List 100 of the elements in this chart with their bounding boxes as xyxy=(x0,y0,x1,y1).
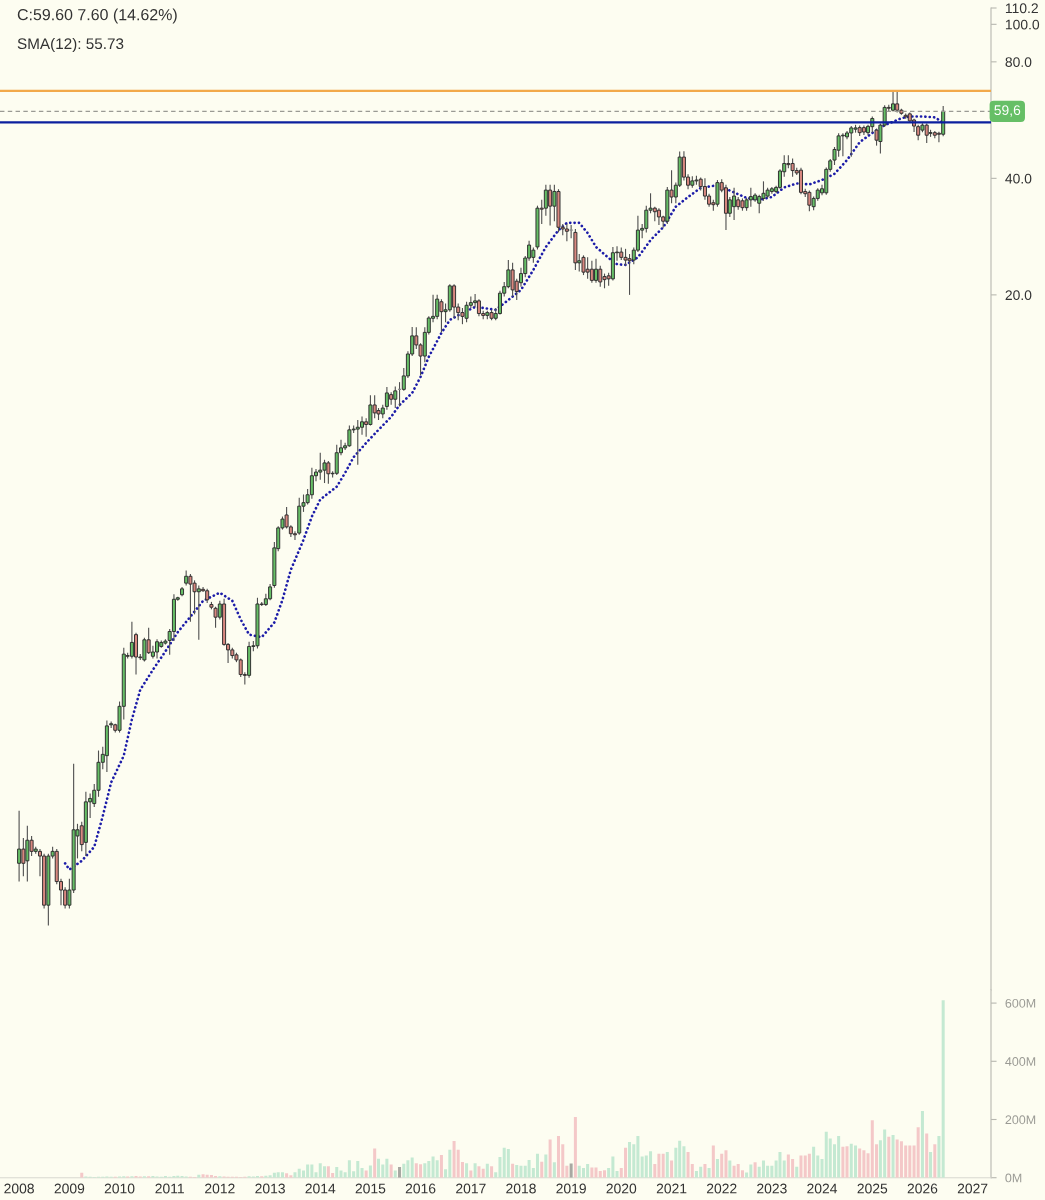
candlestick xyxy=(393,385,398,409)
bar xyxy=(306,1164,310,1178)
bar xyxy=(795,1166,799,1178)
x-tick-label: 2017 xyxy=(456,1183,486,1194)
bar xyxy=(665,1152,669,1178)
bar xyxy=(414,1163,418,1178)
bar xyxy=(929,1152,933,1178)
bar xyxy=(347,1160,351,1178)
bar xyxy=(368,1165,372,1178)
bar xyxy=(770,1165,774,1178)
bar xyxy=(515,1164,519,1178)
bar xyxy=(318,1163,322,1178)
bar xyxy=(670,1160,674,1178)
bar xyxy=(385,1158,389,1178)
bar xyxy=(519,1165,523,1178)
bar xyxy=(699,1166,703,1178)
bar xyxy=(887,1136,891,1178)
candlestick xyxy=(318,452,323,481)
x-tick-label: 2008 xyxy=(4,1183,34,1194)
bar xyxy=(452,1141,456,1178)
bar xyxy=(920,1111,924,1178)
x-tick-label: 2018 xyxy=(506,1183,536,1194)
bar xyxy=(544,1154,548,1178)
candlestick xyxy=(581,254,586,276)
bar xyxy=(678,1140,682,1178)
bar xyxy=(686,1152,690,1178)
bar xyxy=(753,1162,757,1178)
bar xyxy=(611,1156,615,1178)
bar xyxy=(335,1166,339,1178)
candlestick xyxy=(594,258,598,284)
x-tick-label: 2021 xyxy=(656,1183,687,1194)
bar xyxy=(707,1168,711,1178)
bar xyxy=(431,1156,435,1178)
bar xyxy=(569,1163,573,1178)
bar xyxy=(285,1173,289,1178)
bar xyxy=(799,1155,803,1178)
bar xyxy=(469,1170,473,1178)
bar xyxy=(577,1165,581,1178)
candlestick xyxy=(439,298,444,333)
bar xyxy=(435,1160,439,1178)
bar xyxy=(657,1153,661,1178)
bar xyxy=(661,1153,665,1178)
bar xyxy=(490,1166,494,1178)
bar xyxy=(720,1153,724,1178)
bar xyxy=(439,1155,443,1178)
candlestick xyxy=(196,584,201,641)
bar xyxy=(615,1171,619,1178)
bar xyxy=(908,1145,912,1178)
bar xyxy=(749,1164,753,1178)
x-tick-label: 2025 xyxy=(857,1183,888,1194)
candlestick xyxy=(309,467,314,500)
bar xyxy=(624,1147,628,1178)
bar xyxy=(862,1150,866,1178)
bar xyxy=(552,1162,556,1178)
bar xyxy=(540,1161,544,1178)
candlestick xyxy=(627,253,632,296)
x-tick-label: 2023 xyxy=(757,1183,787,1194)
x-tick-label: 2016 xyxy=(405,1183,436,1194)
bar xyxy=(360,1168,364,1178)
bar xyxy=(736,1164,740,1178)
bar xyxy=(419,1164,423,1178)
bar xyxy=(448,1149,452,1178)
bar xyxy=(377,1158,381,1178)
bar xyxy=(586,1164,590,1178)
bar xyxy=(841,1146,845,1178)
bar xyxy=(603,1170,607,1178)
candlestick xyxy=(29,835,34,857)
y-tick-label: 200M xyxy=(1005,1115,1036,1125)
y-tick-label: 400M xyxy=(1005,1057,1036,1066)
bar xyxy=(937,1136,941,1178)
bar xyxy=(598,1171,602,1178)
candlestick xyxy=(360,415,365,436)
candlestick xyxy=(569,224,574,239)
y-tick-label: 20.0 xyxy=(1005,290,1032,301)
bar xyxy=(339,1170,343,1178)
bar xyxy=(535,1153,539,1178)
bar xyxy=(778,1152,782,1178)
bar xyxy=(812,1146,816,1178)
bar xyxy=(465,1163,469,1178)
bar xyxy=(941,1000,945,1178)
bar xyxy=(406,1160,410,1178)
x-tick-label: 2027 xyxy=(957,1183,988,1194)
bar xyxy=(899,1141,903,1178)
bar xyxy=(732,1165,736,1178)
bar xyxy=(628,1141,632,1178)
bar xyxy=(402,1163,406,1178)
bar xyxy=(849,1143,853,1178)
bar xyxy=(473,1163,477,1178)
bar xyxy=(824,1131,828,1178)
y-tick-label: 40.0 xyxy=(1005,173,1032,184)
bar xyxy=(761,1160,765,1178)
bar xyxy=(548,1139,552,1178)
bar xyxy=(427,1161,431,1178)
bar xyxy=(807,1153,811,1178)
candlestick xyxy=(548,184,553,227)
y-tick-label: 100.0 xyxy=(1005,19,1040,30)
y-tick-label: 0M xyxy=(1005,1173,1022,1183)
candlestick xyxy=(510,262,515,298)
bar xyxy=(895,1139,899,1178)
ref-line-label: 59,6 xyxy=(994,105,1021,117)
